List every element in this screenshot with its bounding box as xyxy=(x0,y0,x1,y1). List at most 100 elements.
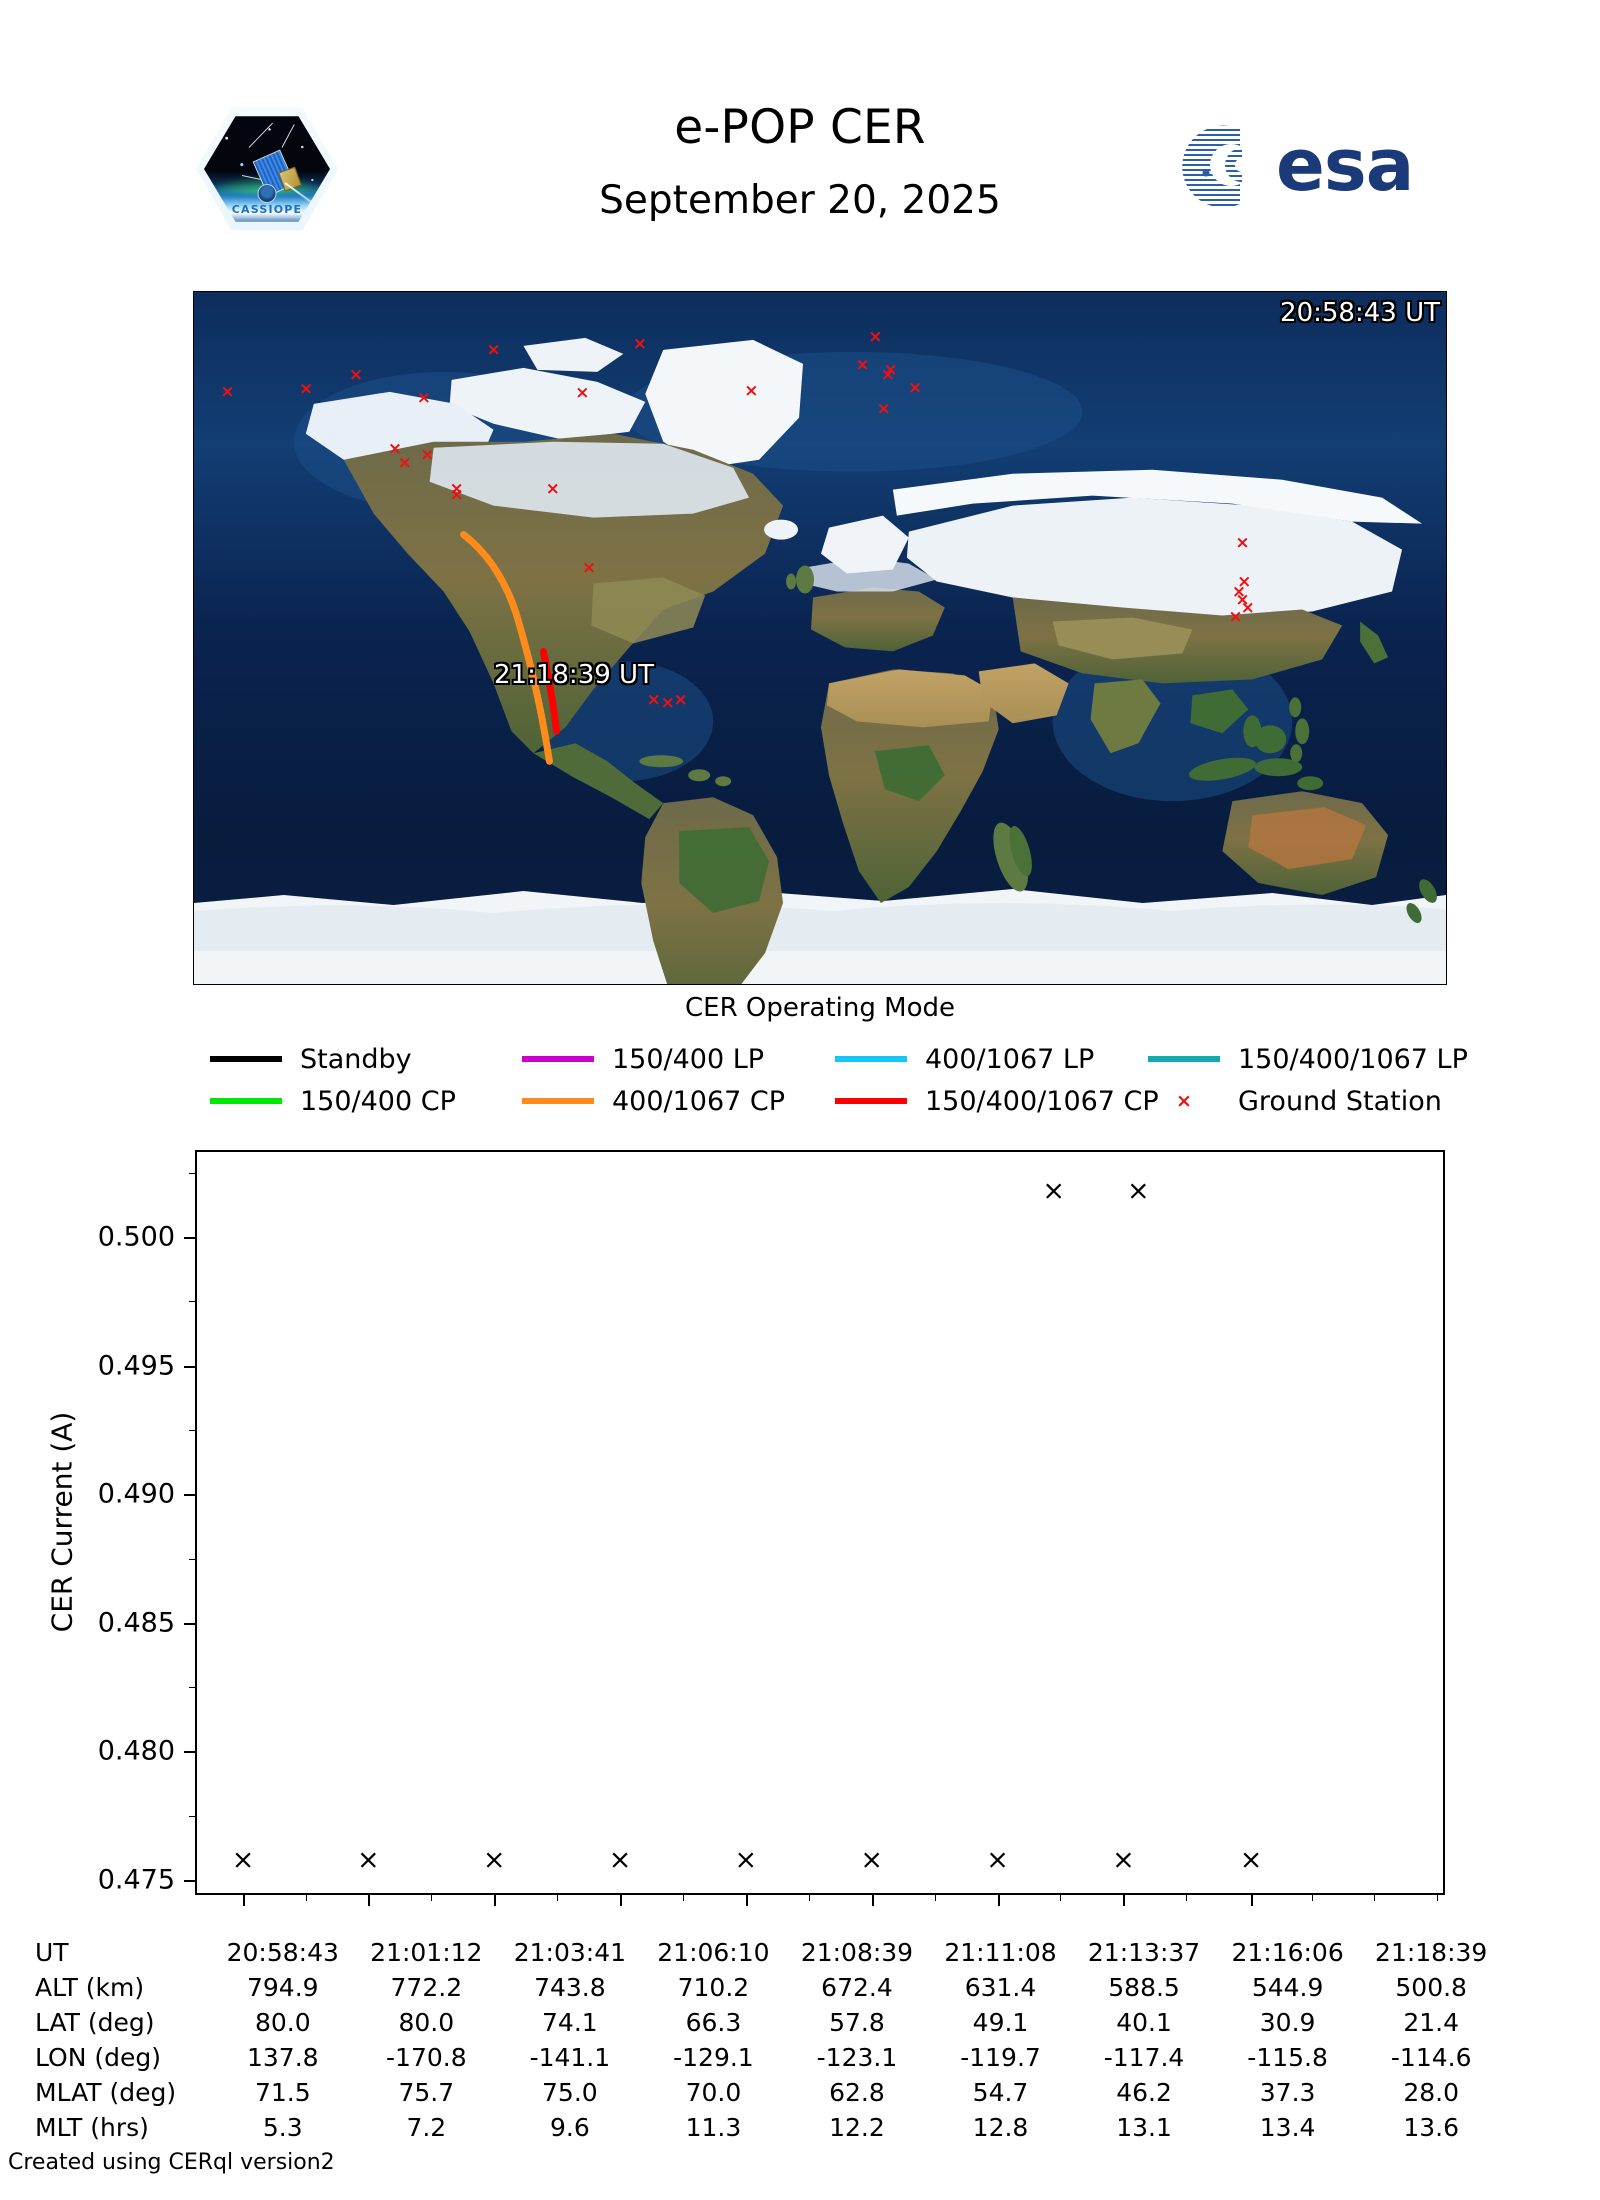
legend-item-150-400-1067-cp[interactable]: 150/400/1067 CP xyxy=(835,1080,1159,1122)
legend-label: Ground Station xyxy=(1238,1085,1442,1117)
table-cell: 710.2 xyxy=(677,1973,750,2002)
legend-row: Standby 150/400 LP 400/1067 LP 150/400/1067… xyxy=(210,1038,1468,1080)
esa-dot-icon xyxy=(1202,169,1210,177)
y-tick-label: 0.495 xyxy=(97,1350,175,1382)
table-cell: 12.2 xyxy=(829,2113,885,2142)
world-map-panel[interactable]: × × × × × × × × × × × × × × × × × × × × × × × × × × × × × × 20:58:43 … xyxy=(193,291,1447,985)
y-tick-major xyxy=(184,1494,197,1497)
legend-label: 150/400 LP xyxy=(612,1043,765,1075)
data-point-marker: × xyxy=(482,1844,506,1876)
y-tick-minor xyxy=(189,1301,197,1303)
cassiope-logo-scene: CASSIOPE xyxy=(204,116,330,222)
table-cell: 54.7 xyxy=(972,2078,1029,2107)
legend-label: 400/1067 CP xyxy=(612,1085,786,1117)
cer-current-plot[interactable]: 0.475 0.480 0.485 0.490 0.495 0.500 × × × × × × × × ×… xyxy=(98,1150,1445,1906)
x-tick-major xyxy=(368,1893,371,1906)
y-tick-major xyxy=(184,1236,197,1239)
legend-item-standby[interactable]: Standby xyxy=(210,1038,412,1080)
table-row: LON (deg) 137.8 -170.8 -141.1 -129.1 -123.1 -1… xyxy=(33,2040,1503,2075)
table-cell: -117.4 xyxy=(1103,2043,1185,2072)
x-tick-major xyxy=(620,1893,623,1906)
legend-color-swatch xyxy=(522,1056,594,1062)
table-cell: 80.0 xyxy=(398,2008,455,2037)
orbit-track-orange xyxy=(460,531,553,765)
table-cell: 40.1 xyxy=(1116,2008,1172,2037)
data-point-marker: × xyxy=(860,1844,884,1876)
table-cell: 75.0 xyxy=(542,2078,598,2107)
y-tick-minor xyxy=(189,1558,197,1560)
x-tick-minor xyxy=(1436,1893,1438,1901)
data-point-marker: × xyxy=(231,1844,255,1876)
table-cell: 28.0 xyxy=(1403,2078,1460,2107)
table-cell: 772.2 xyxy=(390,1973,463,2002)
table-row-label: MLAT (deg) xyxy=(35,2078,177,2107)
table-cell: 49.1 xyxy=(972,2008,1029,2037)
y-tick-label: 0.490 xyxy=(97,1478,175,1510)
y-axis-title: CER Current (A) xyxy=(45,1411,79,1633)
orbit-track-red xyxy=(539,647,560,735)
y-tick-label: 0.500 xyxy=(97,1221,175,1253)
esa-logo: esa xyxy=(1180,122,1462,208)
table-row: UT 20:58:43 21:01:12 21:03:41 21:06:10 21:08:… xyxy=(33,1935,1503,1970)
x-tick-minor xyxy=(934,1893,936,1901)
table-cell: 74.1 xyxy=(542,2008,598,2037)
table-cell: 9.6 xyxy=(549,2113,590,2142)
map-start-time-label: 20:58:43 UT xyxy=(1280,298,1440,328)
y-tick-major xyxy=(184,1622,197,1625)
table-cell: 11.3 xyxy=(685,2113,742,2142)
y-tick-label: 0.480 xyxy=(97,1735,175,1767)
ephemeris-table-body: UT 20:58:43 21:01:12 21:03:41 21:06:10 21:08:… xyxy=(33,1935,1503,2145)
mode-legend: Standby 150/400 LP 400/1067 LP 150/400/1067… xyxy=(210,1038,1468,1122)
table-cell: 37.3 xyxy=(1259,2078,1316,2107)
x-tick-minor xyxy=(306,1893,308,1901)
legend-item-400-1067-cp[interactable]: 400/1067 CP xyxy=(522,1080,785,1122)
cassiope-mission-badge xyxy=(257,184,277,204)
x-tick-minor xyxy=(1186,1893,1188,1901)
table-cell: 588.5 xyxy=(1108,1973,1180,2002)
x-tick-minor xyxy=(431,1893,433,1901)
table-cell: -141.1 xyxy=(529,2043,611,2072)
data-point-marker: × xyxy=(1042,1175,1065,1207)
table-cell: 46.2 xyxy=(1116,2078,1172,2107)
legend-item-150-400-1067-lp[interactable]: 150/400/1067 LP xyxy=(1148,1038,1468,1080)
table-cell: 5.3 xyxy=(262,2113,303,2142)
x-tick-minor xyxy=(557,1893,559,1901)
esa-wordmark: esa xyxy=(1276,123,1414,207)
legend-item-150-400-lp[interactable]: 150/400 LP xyxy=(522,1038,764,1080)
table-cell: 21:11:08 xyxy=(944,1938,1057,1967)
legend-item-150-400-cp[interactable]: 150/400 CP xyxy=(210,1080,456,1122)
world-map-image xyxy=(194,292,1446,984)
page-header: CASSIOPE e-POP CER September 20, 2025 xyxy=(0,0,1600,275)
y-tick-minor xyxy=(189,1429,197,1431)
y-tick-label: 0.485 xyxy=(97,1607,175,1639)
table-cell: 500.8 xyxy=(1395,1973,1467,2002)
table-cell: 80.0 xyxy=(254,2008,311,2037)
table-cell: 20:58:43 xyxy=(226,1938,339,1967)
table-cell: 21:18:39 xyxy=(1375,1938,1488,1967)
table-cell: 75.7 xyxy=(398,2078,455,2107)
table-cell: 70.0 xyxy=(685,2078,742,2107)
x-tick-major xyxy=(243,1893,246,1906)
legend-color-swatch xyxy=(835,1056,907,1062)
data-point-marker: × xyxy=(357,1844,380,1876)
data-point-marker: × xyxy=(734,1844,758,1876)
legend-item-400-1067-lp[interactable]: 400/1067 LP xyxy=(835,1038,1094,1080)
page-date: September 20, 2025 xyxy=(599,178,1001,223)
table-cell: 672.4 xyxy=(821,1973,893,2002)
table-row-label: ALT (km) xyxy=(35,1973,145,2002)
table-cell: 30.9 xyxy=(1259,2008,1316,2037)
table-cell: 13.6 xyxy=(1403,2113,1460,2142)
data-point-marker: × xyxy=(986,1844,1009,1876)
legend-item-ground-station[interactable]: × Ground Station xyxy=(1148,1080,1442,1122)
map-subtitle: CER Operating Mode xyxy=(684,993,955,1023)
x-tick-major xyxy=(494,1893,497,1906)
table-cell: 21:16:06 xyxy=(1231,1938,1344,1967)
legend-color-swatch xyxy=(835,1098,907,1104)
legend-color-swatch xyxy=(1148,1056,1220,1062)
table-row: MLAT (deg) 71.5 75.7 75.0 70.0 62.8 54.7 46.2 37… xyxy=(33,2075,1503,2110)
table-cell: -123.1 xyxy=(816,2043,898,2072)
legend-label: 150/400/1067 LP xyxy=(1238,1043,1468,1075)
data-point-marker: × xyxy=(608,1844,632,1876)
table-row: ALT (km) 794.9 772.2 743.8 710.2 672.4 631.4 58… xyxy=(33,1970,1503,2005)
legend-color-swatch xyxy=(210,1056,282,1062)
